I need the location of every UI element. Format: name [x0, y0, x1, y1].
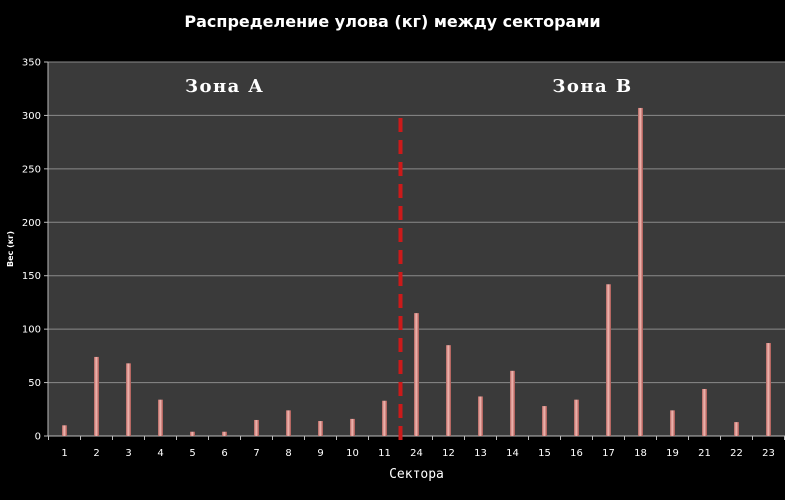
- x-tick-label: 21: [698, 448, 711, 459]
- x-tick-label: 7: [253, 448, 259, 459]
- y-tick-label: 50: [28, 378, 41, 389]
- bar: [638, 107, 643, 436]
- y-tick-label: 150: [22, 271, 41, 282]
- x-tick-label: 9: [317, 448, 323, 459]
- y-tick-label: 200: [22, 218, 41, 229]
- bar: [446, 345, 451, 436]
- bar: [542, 406, 547, 436]
- y-tick-label: 100: [22, 325, 41, 336]
- x-tick-label: 14: [506, 448, 519, 459]
- zone-annotations: Зона A Зона B: [185, 76, 632, 97]
- bar: [94, 356, 99, 436]
- chart-title: Распределение улова (кг) между секторами: [184, 12, 601, 31]
- bar: [510, 370, 515, 436]
- x-tick-label: 10: [346, 448, 359, 459]
- x-axis-label: Сектора: [389, 467, 444, 482]
- bar: [190, 431, 195, 436]
- bar: [414, 313, 419, 436]
- x-axis: 1 2 3 4 5 6 7 8 9 10 11 24 12 13 14 15 16 17 18 19 21 22 23: [48, 436, 785, 459]
- x-tick-label: 18: [634, 448, 647, 459]
- x-tick-label: 6: [221, 448, 227, 459]
- x-tick-label: 12: [442, 448, 455, 459]
- x-tick-label: 4: [157, 448, 163, 459]
- bar: [318, 421, 323, 436]
- x-tick-label: 24: [410, 448, 423, 459]
- x-tick-label: 13: [474, 448, 487, 459]
- y-tick-label: 250: [22, 164, 41, 175]
- bar: [606, 284, 611, 436]
- x-tick-label: 17: [602, 448, 615, 459]
- y-tick-label: 0: [35, 432, 41, 443]
- x-tick-label: 23: [762, 448, 775, 459]
- x-tick-label: 22: [730, 448, 743, 459]
- x-tick-label: 11: [378, 448, 391, 459]
- zone-label: Зона B: [552, 76, 632, 97]
- y-tick-label: 350: [22, 58, 41, 69]
- bar: [382, 400, 387, 436]
- y-tick-label: 300: [22, 111, 41, 122]
- y-axis-label: Вес (кг): [6, 231, 15, 267]
- bar: [222, 431, 227, 436]
- x-tick-label: 1: [61, 448, 67, 459]
- x-tick-label: 19: [666, 448, 679, 459]
- bar: [574, 399, 579, 436]
- bar: [158, 399, 163, 436]
- x-tick-label: 16: [570, 448, 583, 459]
- bar: [702, 388, 707, 436]
- zone-label: Зона A: [185, 76, 264, 97]
- bar: [670, 410, 675, 436]
- bar: [734, 422, 739, 436]
- x-tick-label: 3: [125, 448, 131, 459]
- bar: [254, 419, 259, 436]
- x-tick-label: 15: [538, 448, 551, 459]
- x-tick-label: 5: [189, 448, 195, 459]
- bars: [62, 107, 771, 436]
- bar: [766, 343, 771, 436]
- x-tick-label: 8: [285, 448, 291, 459]
- bar: [62, 425, 67, 436]
- bar: [126, 363, 131, 436]
- bar: [478, 396, 483, 436]
- bar: [286, 410, 291, 436]
- x-tick-label: 2: [93, 448, 99, 459]
- bar: [350, 418, 355, 436]
